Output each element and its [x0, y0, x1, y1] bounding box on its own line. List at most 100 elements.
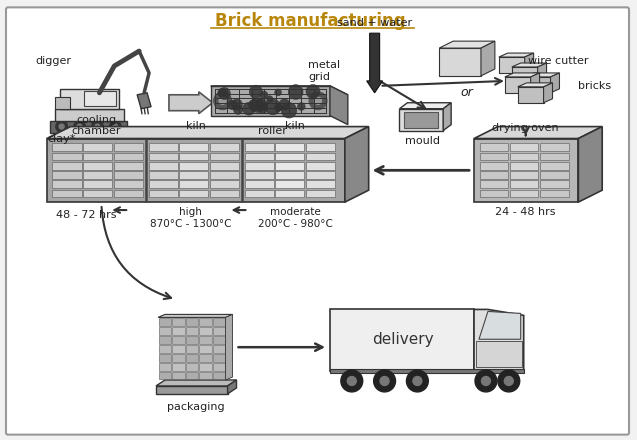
Polygon shape [159, 345, 171, 352]
Circle shape [505, 377, 513, 385]
Polygon shape [211, 86, 348, 95]
Text: high
870°C - 1300°C: high 870°C - 1300°C [150, 207, 232, 229]
Circle shape [265, 99, 281, 115]
Polygon shape [550, 73, 559, 93]
Polygon shape [210, 143, 239, 151]
Circle shape [374, 370, 396, 392]
Polygon shape [52, 143, 82, 151]
Text: cooling
chamber: cooling chamber [71, 115, 121, 136]
Polygon shape [83, 143, 112, 151]
Polygon shape [531, 73, 540, 93]
Polygon shape [476, 341, 522, 367]
Text: sand + water: sand + water [337, 18, 412, 28]
Text: mould: mould [405, 136, 440, 146]
Circle shape [55, 121, 68, 132]
Circle shape [315, 97, 322, 104]
Circle shape [213, 92, 232, 110]
Text: Brick manufacturing: Brick manufacturing [215, 12, 405, 30]
Polygon shape [479, 312, 520, 339]
Circle shape [227, 100, 238, 110]
Polygon shape [148, 171, 178, 179]
Polygon shape [148, 153, 178, 160]
Polygon shape [179, 153, 208, 160]
Circle shape [498, 370, 520, 392]
Polygon shape [404, 112, 438, 128]
Text: drying oven: drying oven [492, 123, 559, 132]
Polygon shape [510, 190, 538, 198]
Polygon shape [440, 48, 481, 76]
Polygon shape [510, 171, 538, 179]
Polygon shape [83, 153, 112, 160]
Circle shape [249, 85, 262, 99]
Polygon shape [199, 336, 211, 344]
Circle shape [275, 104, 282, 111]
Polygon shape [85, 91, 117, 106]
Circle shape [95, 124, 100, 129]
Polygon shape [480, 180, 508, 188]
Polygon shape [47, 139, 345, 202]
Polygon shape [114, 143, 143, 151]
Polygon shape [213, 354, 225, 362]
Polygon shape [213, 318, 225, 326]
Text: delivery: delivery [371, 332, 433, 347]
Circle shape [77, 124, 82, 129]
Polygon shape [540, 162, 569, 169]
Polygon shape [50, 121, 127, 132]
Polygon shape [172, 363, 185, 370]
Polygon shape [83, 162, 112, 169]
Polygon shape [172, 354, 185, 362]
Circle shape [234, 105, 243, 114]
Polygon shape [474, 309, 524, 371]
Polygon shape [578, 127, 602, 202]
Polygon shape [47, 127, 369, 139]
Polygon shape [330, 86, 348, 125]
Circle shape [413, 377, 422, 385]
Polygon shape [540, 171, 569, 179]
Polygon shape [306, 153, 335, 160]
Text: digger: digger [36, 56, 72, 66]
Polygon shape [330, 369, 524, 373]
Polygon shape [275, 153, 304, 160]
Circle shape [306, 84, 320, 99]
Polygon shape [83, 180, 112, 188]
Polygon shape [210, 180, 239, 188]
Polygon shape [114, 180, 143, 188]
Circle shape [266, 96, 273, 102]
Polygon shape [210, 153, 239, 160]
Polygon shape [114, 171, 143, 179]
Polygon shape [245, 180, 274, 188]
Polygon shape [443, 103, 451, 131]
Circle shape [255, 99, 268, 111]
Polygon shape [148, 190, 178, 198]
Polygon shape [306, 190, 335, 198]
Polygon shape [179, 190, 208, 198]
Circle shape [297, 103, 305, 110]
Text: 48 - 72 hrs: 48 - 72 hrs [56, 210, 117, 220]
Polygon shape [52, 153, 82, 160]
Polygon shape [199, 345, 211, 352]
Text: clay*: clay* [47, 133, 76, 143]
Text: packaging: packaging [167, 402, 225, 412]
FancyArrow shape [169, 92, 213, 114]
Polygon shape [306, 171, 335, 179]
Polygon shape [210, 171, 239, 179]
Polygon shape [172, 336, 185, 344]
Circle shape [218, 88, 226, 97]
FancyBboxPatch shape [6, 7, 629, 435]
Polygon shape [440, 41, 495, 48]
Polygon shape [480, 153, 508, 160]
Polygon shape [518, 87, 543, 103]
Polygon shape [185, 336, 198, 344]
Polygon shape [399, 109, 443, 131]
Circle shape [257, 103, 268, 114]
Polygon shape [185, 363, 198, 370]
Polygon shape [540, 143, 569, 151]
Polygon shape [245, 162, 274, 169]
Polygon shape [159, 318, 171, 326]
Polygon shape [158, 315, 233, 317]
Polygon shape [480, 190, 508, 198]
Polygon shape [52, 162, 82, 169]
Polygon shape [114, 153, 143, 160]
Polygon shape [480, 171, 508, 179]
Polygon shape [179, 162, 208, 169]
